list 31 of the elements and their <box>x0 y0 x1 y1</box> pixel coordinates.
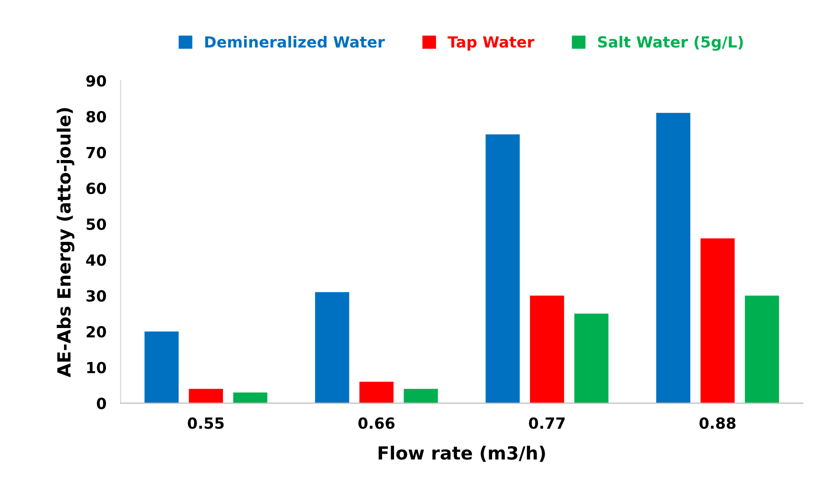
y-tick-label: 10 <box>87 362 106 374</box>
y-tick-label: 30 <box>86 290 106 302</box>
x-tick-label: 0.55 <box>188 417 224 429</box>
legend-label: Demineralized Water <box>205 36 385 48</box>
y-axis-title: AE-Abs Energy (atto-joule) <box>56 108 74 378</box>
bar <box>359 382 394 404</box>
y-tick-label: 0 <box>96 398 106 410</box>
y-tick-label: 20 <box>86 326 106 338</box>
bar <box>144 332 179 404</box>
bar <box>530 296 564 404</box>
x-tick-label: 0.77 <box>528 417 565 429</box>
bar <box>315 292 350 404</box>
y-tick-label: 90 <box>86 75 106 87</box>
x-axis-title: Flow rate (m3/h) <box>378 446 545 462</box>
bar <box>188 388 223 404</box>
legend-label: Tap Water <box>448 36 534 51</box>
x-tick-label: 0.66 <box>358 417 395 429</box>
y-tick-label: 60 <box>86 182 106 194</box>
y-tick-label: 40 <box>86 254 106 266</box>
y-tick-label: 70 <box>86 146 106 158</box>
y-tick-label: 50 <box>86 218 106 230</box>
bar <box>574 314 608 404</box>
bar <box>744 296 779 404</box>
legend-label: Salt Water (5g/L) <box>598 36 743 51</box>
bar <box>404 388 438 404</box>
y-tick-label: 80 <box>86 110 106 122</box>
bar <box>233 392 268 404</box>
x-tick-label: 0.88 <box>699 417 736 429</box>
bar <box>700 238 735 404</box>
bar <box>656 112 690 404</box>
bar <box>486 134 520 404</box>
